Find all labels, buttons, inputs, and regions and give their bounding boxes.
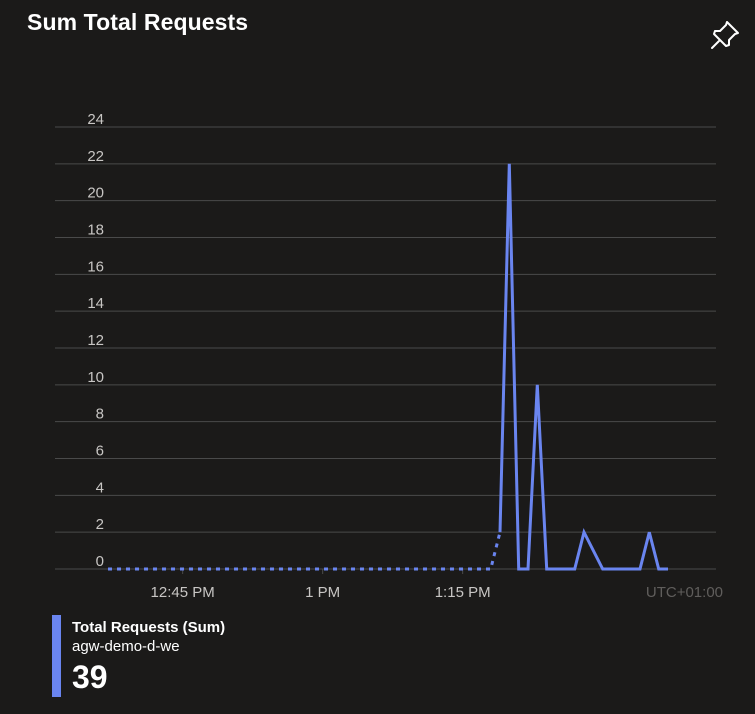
x-tick-label: 12:45 PM xyxy=(151,584,215,601)
y-tick-label: 18 xyxy=(87,222,104,239)
y-tick-label: 2 xyxy=(96,516,104,533)
y-tick-label: 6 xyxy=(96,443,104,460)
series-line-dotted xyxy=(108,531,502,571)
x-tick-label: 1 PM xyxy=(305,584,340,601)
y-tick-label: 24 xyxy=(87,111,104,128)
y-tick-label: 12 xyxy=(87,332,104,349)
tile-title: Sum Total Requests xyxy=(27,9,249,35)
legend-resource-name: agw-demo-d-we xyxy=(72,638,180,655)
pin-icon-svg xyxy=(711,21,739,49)
y-tick-label: 20 xyxy=(87,185,104,202)
pin-icon[interactable] xyxy=(708,18,742,52)
legend-series-label: Total Requests (Sum) xyxy=(72,619,226,636)
series-line xyxy=(498,163,668,571)
y-tick-label: 14 xyxy=(87,295,104,312)
legend-text: Total Requests (Sum) agw-demo-d-we 39 xyxy=(72,619,225,695)
legend-total-value: 39 xyxy=(72,659,108,695)
y-tick-label: 0 xyxy=(96,553,104,570)
timezone-label: UTC+01:00 xyxy=(646,584,723,601)
y-tick-label: 10 xyxy=(87,369,104,386)
y-tick-label: 22 xyxy=(87,148,104,165)
y-tick-label: 16 xyxy=(87,258,104,275)
legend-color-bar xyxy=(52,615,61,697)
y-tick-label: 4 xyxy=(96,479,104,496)
y-tick-label: 8 xyxy=(96,406,104,423)
x-tick-label: 1:15 PM xyxy=(435,584,491,601)
